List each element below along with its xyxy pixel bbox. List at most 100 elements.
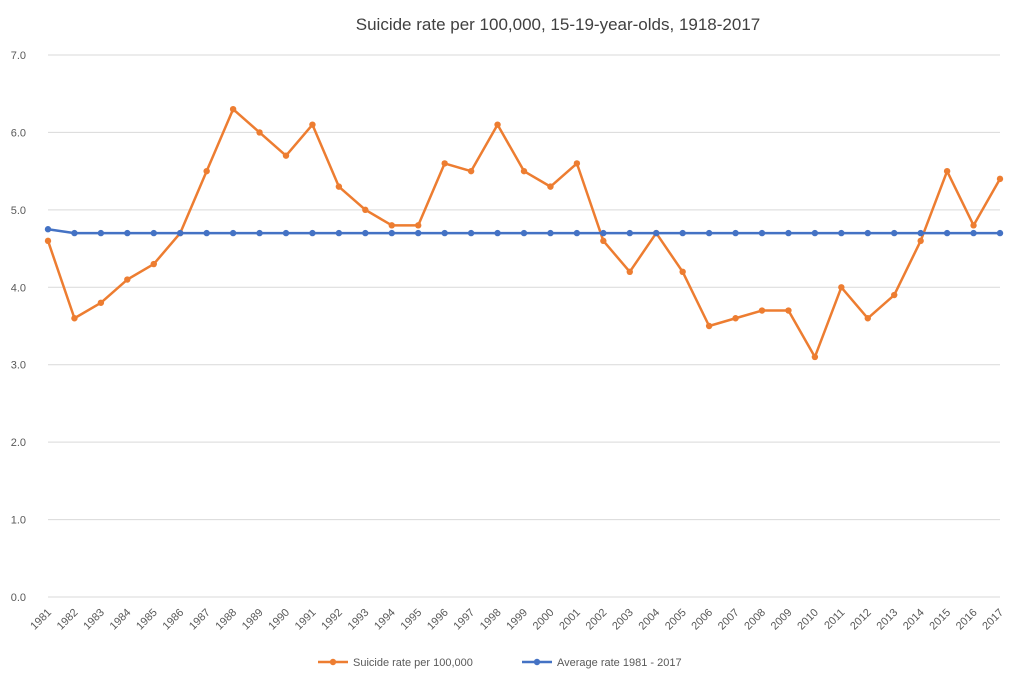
x-tick-label: 2015 [927,607,953,633]
x-tick-label: 2001 [557,607,583,633]
x-tick-label: 2009 [769,607,795,633]
series-1-point [388,222,395,229]
series-2-point [785,229,792,237]
series-2-point [626,229,633,237]
series-2-point [573,229,581,237]
series-1-point [467,167,475,175]
x-tick-label: 1989 [240,607,266,633]
x-tick-label: 2004 [637,607,663,633]
x-tick-label: 1982 [55,607,81,633]
series-2-point [520,229,528,237]
x-tick-label: 1997 [451,607,477,633]
series-1-point [732,315,739,322]
series-1-point [891,291,898,299]
x-tick-label: 2002 [584,607,610,633]
series-1-point [441,160,448,167]
series-2-point [203,229,210,237]
series-lines [44,106,1004,361]
series-1-point [229,106,237,113]
series-2-point [758,229,766,237]
series-1-point [203,167,210,175]
x-tick-label: 2007 [716,607,742,633]
series-2-point [388,229,395,237]
series-1-point [705,322,713,330]
series-2-point [97,229,105,237]
legend-label-1: Suicide rate per 100,000 [353,657,473,669]
x-tick-label: 1986 [161,607,187,633]
x-tick-label: 1999 [504,607,530,633]
series-2-point [970,229,977,237]
legend-marker-1 [329,658,337,666]
legend: Suicide rate per 100,000 Average rate 198… [318,657,682,669]
series-1-point [520,167,528,175]
series-2-point [600,229,607,237]
chart-title: Suicide rate per 100,000, 15-19-year-old… [356,15,761,34]
series-2-point [864,229,871,237]
series-2-point [838,229,845,237]
x-axis-ticks: 1981 1982 1983 1984 1985 1986 1987 1988 1989 1990… [28,607,1006,633]
y-tick-label: 5.0 [11,205,26,217]
series-2-point [705,229,713,237]
series-1-point [811,353,819,361]
series-1-point [864,315,871,322]
series-2-point [996,229,1004,237]
x-tick-label: 1984 [108,607,134,633]
x-tick-label: 1991 [293,607,319,633]
y-tick-label: 7.0 [11,50,26,62]
series-2-point [917,229,924,237]
x-tick-label: 1988 [213,607,239,633]
series-1-point [97,299,105,306]
y-tick-label: 0.0 [11,592,26,604]
x-tick-label: 2006 [689,607,715,633]
series-1-point [996,175,1004,183]
x-tick-label: 1998 [478,607,504,633]
y-tick-label: 2.0 [11,437,26,449]
series-1-point [309,121,316,128]
x-tick-label: 2008 [742,607,768,633]
series-2-point [943,229,951,237]
x-tick-label: 2003 [610,607,636,633]
y-tick-label: 1.0 [11,515,26,527]
series-1-point [679,268,686,275]
series-1-point [124,276,131,283]
x-tick-label: 1981 [28,607,54,633]
series-1-point [626,268,633,275]
x-tick-label: 2013 [875,607,901,633]
x-tick-label: 2000 [531,607,557,633]
series-2-point [256,229,263,237]
series-2-point [653,229,660,237]
x-tick-label: 2011 [822,607,847,632]
x-tick-label: 1993 [346,607,372,633]
series-1-point [494,121,501,128]
series-2-point [44,226,52,233]
x-tick-label: 1992 [319,607,345,633]
x-tick-label: 2005 [663,607,689,633]
series-2-point [679,229,686,237]
x-tick-label: 1990 [266,607,292,633]
series-2-point [309,229,316,237]
x-tick-label: 1983 [81,607,107,633]
y-tick-label: 4.0 [11,282,26,294]
series-1-point [970,222,977,229]
series-1-point [282,152,290,159]
x-tick-label: 1987 [187,607,213,633]
series-1-point [547,183,554,190]
y-tick-label: 6.0 [11,127,26,139]
series-2-point [229,229,237,237]
series-1-point [71,315,78,322]
x-tick-label: 1995 [399,607,425,633]
series-2-point [150,229,157,237]
series-1-point [256,129,263,136]
series-2-point [124,229,131,237]
series-2-point [362,229,369,237]
x-tick-label: 2017 [980,607,1006,633]
legend-label-2: Average rate 1981 - 2017 [557,657,682,669]
series-2-point [891,229,898,237]
series-1-point [600,237,607,245]
series-1-point [150,260,157,268]
series-2-point [811,229,819,237]
x-tick-label: 2010 [795,607,821,633]
x-tick-label: 2012 [848,607,874,633]
legend-marker-2 [533,658,541,666]
